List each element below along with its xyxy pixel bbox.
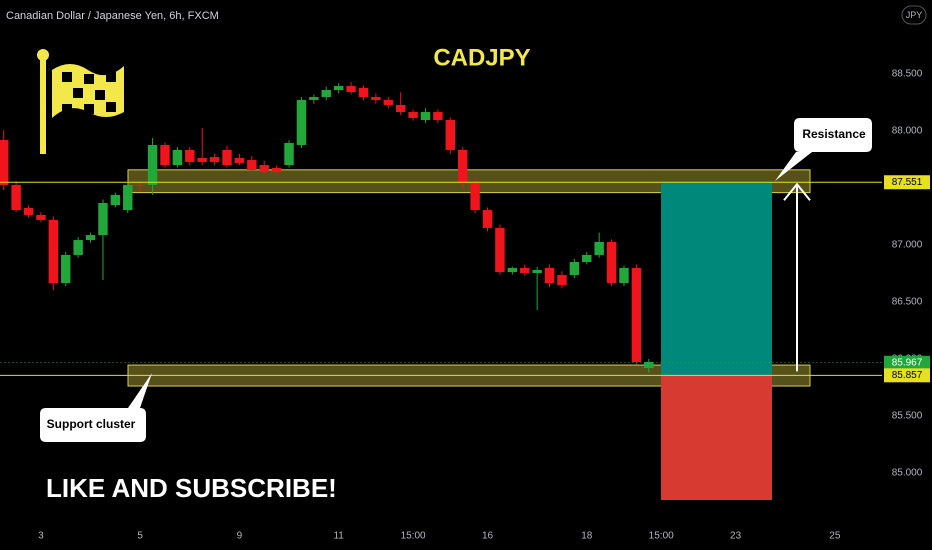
last-price-tag [884,355,930,370]
candle-body [557,275,567,286]
candle-body [85,235,96,241]
candle-body [11,184,21,211]
y-tick-label: 87.000 [892,240,923,251]
y-tick-label: 88.000 [892,126,923,137]
candle-body [135,184,145,186]
resistance-callout [775,118,872,181]
price-label: 85.857 [892,370,923,381]
x-tick-label: 16 [482,531,494,542]
candle-body [284,143,294,166]
candle-body [408,112,418,118]
candle-body [73,240,83,255]
flag-icon [37,49,124,154]
last-price-label: 85.967 [892,357,923,368]
candle-body [420,112,431,121]
support-callout [40,373,152,442]
candle-body [619,267,629,283]
candle-body [544,267,555,283]
candle-body [271,167,282,172]
candle-body [470,183,480,211]
candle-body [445,120,456,150]
candle-body [222,149,232,166]
target-arrow-head [783,182,811,201]
candle-body [160,144,170,166]
chart-title: CADJPY [433,44,530,71]
candle-body [197,157,207,162]
support-label: Support cluster [47,417,136,431]
x-tick-label: 11 [333,531,344,542]
candle-body [110,195,121,206]
x-tick-label: 5 [137,531,143,542]
candle-body [48,219,59,283]
candle-body [321,90,331,97]
price-tag [884,175,930,190]
candle-body [98,202,108,236]
candle-body [395,104,406,113]
candle-body [606,241,617,283]
candle-body [259,165,269,172]
candle-body [594,241,604,255]
loss-area [661,375,772,501]
candle-body [36,214,46,220]
candle-body [507,267,518,273]
price-tag [884,368,930,383]
currency: JPY [906,10,923,20]
resistance-label: Resistance [802,127,866,141]
x-tick-label: 3 [38,531,44,542]
candle-body [172,149,183,166]
candle-body [209,157,220,162]
candle-body [247,160,257,171]
candle-body [147,144,158,185]
candle-body [644,361,654,369]
candle-body [532,270,542,273]
symbol-header: Canadian Dollar / Japanese Yen, 6h, FXCM [6,10,219,22]
candle-body [569,262,580,276]
profit-area [661,182,772,376]
candle-body [433,112,443,121]
candle-body [495,227,505,273]
candle-body [61,254,71,283]
y-tick-label: 85.500 [892,411,923,422]
candle-body [309,96,319,100]
candle-body [185,149,195,162]
candle-body [383,99,393,105]
candle-body [358,87,369,97]
candle-body [631,267,642,362]
candle-body [296,99,307,145]
candle-body [23,208,34,215]
x-tick-label: 25 [829,531,841,542]
candle-body [333,86,344,91]
candle-body [234,157,245,163]
candle-body [0,139,9,185]
candle-body [371,96,381,100]
x-tick-label: 23 [730,531,742,542]
caption: LIKE AND SUBSCRIBE! [46,473,337,503]
candle-body [520,267,530,273]
y-tick-label: 86.500 [892,297,923,308]
x-tick-label: 15:00 [649,531,674,542]
candle-body [346,86,356,92]
price-label: 87.551 [892,177,923,188]
x-tick-label: 18 [581,531,593,542]
candle-body [123,184,133,211]
candle-body [582,254,592,263]
y-tick-label: 85.000 [892,468,923,479]
y-tick-label: 88.500 [892,69,923,80]
candle-body [482,210,493,228]
currency-badge [901,5,927,25]
x-tick-label: 9 [237,531,243,542]
candle-body [457,149,468,184]
x-tick-label: 15:00 [401,531,426,542]
